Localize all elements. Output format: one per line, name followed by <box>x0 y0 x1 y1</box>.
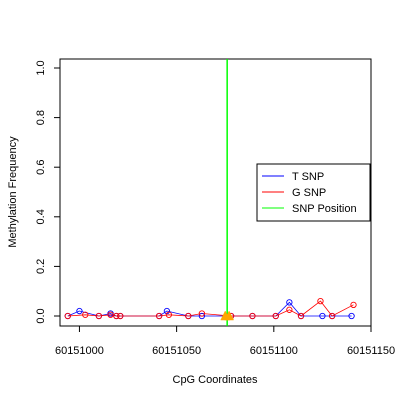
data-point <box>165 311 173 318</box>
data-point <box>286 299 293 306</box>
data-point <box>163 307 171 315</box>
data-point <box>117 312 124 320</box>
y-tick-label: 0.2 <box>35 259 47 274</box>
data-point <box>185 312 192 320</box>
data-point <box>297 312 305 320</box>
data-point <box>82 311 89 318</box>
y-tick-label: 0.0 <box>35 308 47 323</box>
y-tick-label: 0.8 <box>35 110 47 125</box>
series-points-layer <box>64 297 357 320</box>
snp-markers-layer <box>220 310 235 321</box>
data-point <box>198 312 206 320</box>
x-tick-label: 60151100 <box>250 345 298 357</box>
y-tick-label: 0.6 <box>35 160 47 175</box>
snp-marker <box>224 310 235 321</box>
y-axis-ticks: 0.0 0.2 0.4 0.6 0.8 1.0 <box>35 60 60 324</box>
x-tick-label: 60151150 <box>347 345 395 357</box>
data-point <box>113 312 120 320</box>
y-axis-title: Methylation Frequency <box>7 136 19 248</box>
series-line <box>67 301 352 317</box>
data-point <box>272 312 279 320</box>
data-point <box>348 312 355 320</box>
data-point <box>155 312 163 320</box>
legend-label-snp-position: SNP Position <box>292 203 357 215</box>
data-point <box>286 306 293 313</box>
series-lines-layer <box>67 300 354 317</box>
data-point <box>319 312 326 320</box>
legend: T SNP G SNP SNP Position <box>256 163 371 222</box>
data-point <box>64 312 71 320</box>
x-tick-label: 60151000 <box>55 345 104 357</box>
data-point <box>76 307 83 315</box>
x-axis-ticks: 60151000 60151050 60151100 60151150 <box>55 326 395 357</box>
legend-label-g-snp: G SNP <box>292 187 326 199</box>
data-point <box>107 311 114 318</box>
data-point <box>317 297 324 305</box>
y-tick-label: 1.0 <box>35 60 47 75</box>
x-tick-label: 60151050 <box>152 345 201 357</box>
data-point <box>198 310 206 317</box>
data-point <box>328 312 336 320</box>
x-axis-title: CpG Coordinates <box>173 374 258 386</box>
legend-label-t-snp: T SNP <box>292 171 324 183</box>
data-point <box>350 301 357 308</box>
y-tick-label: 0.4 <box>35 209 47 224</box>
data-point <box>249 312 256 320</box>
data-point <box>95 312 103 320</box>
